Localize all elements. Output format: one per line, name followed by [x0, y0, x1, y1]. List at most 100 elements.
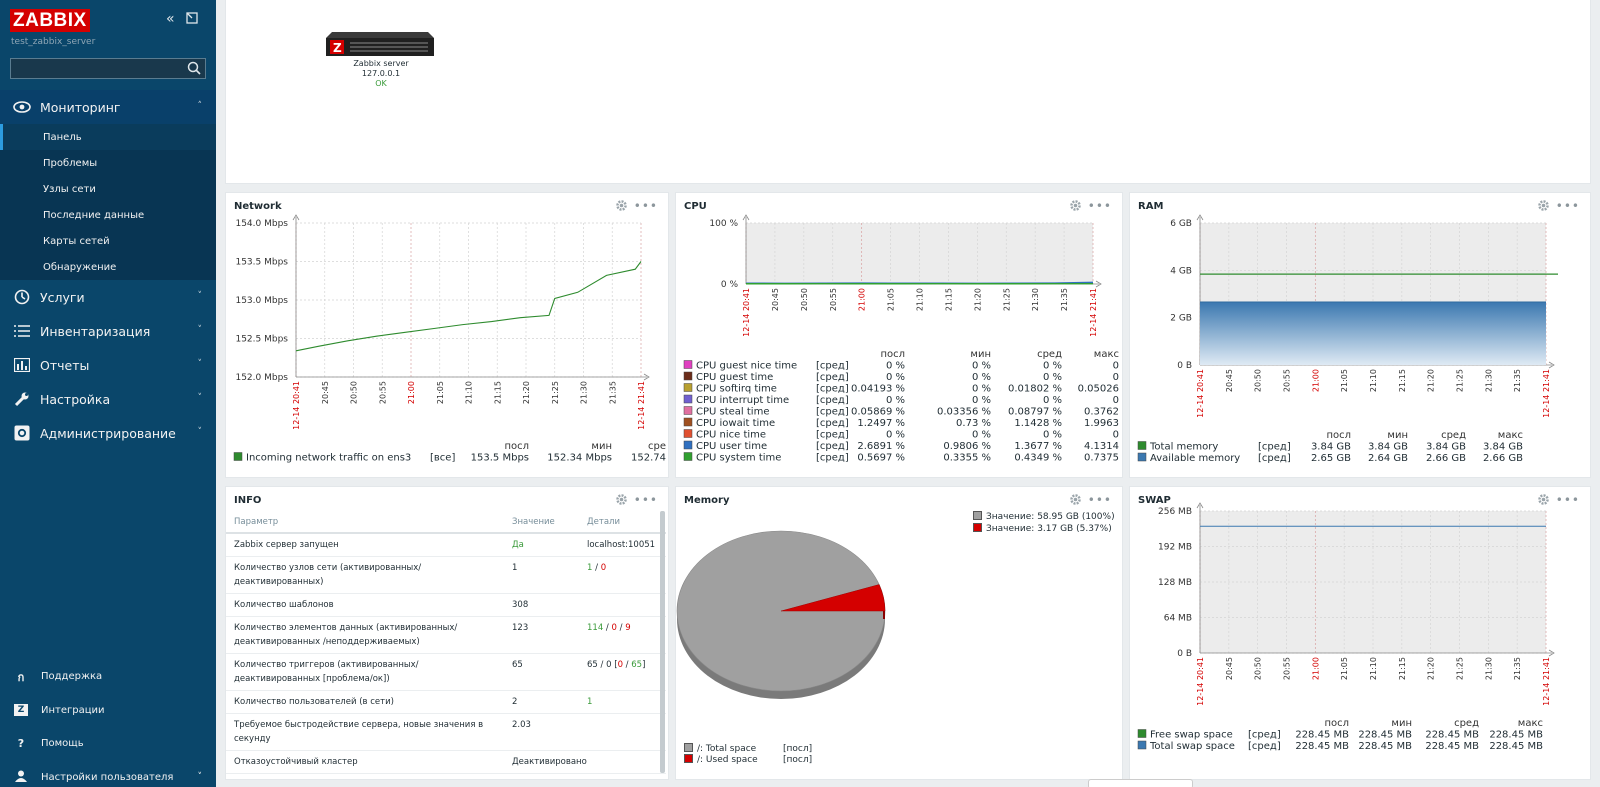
row-details: 1 / 0 [587, 556, 666, 594]
menu-support[interactable]: ก Поддержка [0, 660, 216, 694]
y-tick-label: 0 % [721, 280, 739, 290]
server-icon[interactable]: Z [326, 32, 434, 58]
x-tick-label: 21:35 [1513, 657, 1522, 680]
legend-col-header: макс [1518, 718, 1543, 729]
submenu-latest-data[interactable]: Последние данные [43, 209, 145, 221]
table-row: Отказоустойчивый кластер Деактивировано [226, 750, 666, 774]
row-param: Требуемое быстродействие сервера, новые … [226, 713, 512, 751]
more-icon[interactable]: ••• [1555, 198, 1580, 213]
more-icon[interactable]: ••• [1087, 198, 1112, 213]
legend-name: CPU softirq time [696, 384, 777, 395]
legend-col-header: макс [1094, 349, 1119, 360]
expand-icon[interactable] [186, 12, 198, 27]
gear-icon[interactable] [615, 199, 628, 212]
bottom-handle[interactable] [1088, 779, 1193, 787]
user-icon [14, 770, 28, 785]
x-tick-label: 20:50 [350, 381, 359, 404]
menu-configuration[interactable]: Настройка ˅ [0, 382, 216, 416]
legend-swatch [683, 440, 693, 450]
gear-icon[interactable] [1537, 199, 1550, 212]
y-axis-arrow [742, 214, 750, 221]
menu-help[interactable]: ? Помощь [0, 727, 216, 761]
legend-swatch [683, 394, 693, 404]
x-tick-label: 21:35 [1513, 369, 1522, 392]
list-icon [12, 321, 32, 341]
legend-value: 228.45 MB [1295, 730, 1349, 741]
gear-icon[interactable] [1069, 199, 1082, 212]
y-tick-label: 64 MB [1164, 614, 1192, 624]
headset-icon: ก [17, 670, 25, 684]
menu-administration[interactable]: Администрирование ˅ [0, 416, 216, 450]
menu-monitoring[interactable]: Мониторинг ˄ [0, 90, 216, 124]
swap-widget: SWAP ••• 12-14 20:41 20:45 20:50 20:55 21:00… [1129, 486, 1591, 780]
legend-value: 0.04193 % [851, 384, 905, 395]
x-tick-label: 21:30 [580, 381, 589, 404]
x-tick-label: 21:15 [1398, 657, 1407, 680]
legend-swatch [683, 371, 693, 381]
legend-swatch [683, 429, 693, 438]
submenu-dashboard[interactable]: Панель [0, 124, 216, 150]
x-tick-label: 21:30 [1484, 657, 1493, 680]
legend-name: Free swap space [1150, 730, 1233, 741]
gear-icon[interactable] [615, 493, 628, 506]
cpu-title: CPU [684, 201, 707, 212]
search-input[interactable] [10, 58, 206, 79]
table-header-row: Параметр Значение Детали [226, 511, 666, 534]
x-tick-label: 21:00 [1311, 369, 1320, 392]
table-row: Требуемое быстродействие сервера, новые … [226, 713, 666, 751]
legend-name: CPU nice time [696, 430, 766, 441]
menu-reports[interactable]: Отчеты ˅ [0, 348, 216, 382]
row-param: Количество узлов сети (активированных/де… [226, 556, 512, 594]
table-row: Zabbix сервер запущен Да localhost:10051 [226, 533, 666, 557]
y-tick-label: 0 B [1177, 361, 1192, 371]
gear-icon[interactable] [1537, 493, 1550, 506]
x-tick-label: 12-14 21:41 [1542, 369, 1551, 418]
legend-func: [сред] [816, 418, 849, 429]
double-chevron-left-icon[interactable]: « [166, 11, 175, 27]
menu-services[interactable]: Услуги ˅ [0, 280, 216, 314]
legend-swatch [683, 406, 693, 415]
menu-inventory[interactable]: Инвентаризация ˅ [0, 314, 216, 348]
legend-value: 0 % [886, 372, 905, 383]
x-tick-label: 21:15 [1398, 369, 1407, 392]
x-tick-label: 21:00 [1311, 657, 1320, 680]
legend-name: Total memory [1149, 442, 1218, 453]
menu-user-settings[interactable]: Настройки пользователя ˅ [0, 761, 216, 787]
row-value: 308 [512, 593, 587, 617]
more-icon[interactable]: ••• [633, 198, 658, 213]
more-icon[interactable]: ••• [1087, 492, 1112, 507]
gear-icon[interactable] [1069, 493, 1082, 506]
chevron-down-icon: ˅ [197, 427, 203, 437]
more-icon[interactable]: ••• [633, 492, 658, 507]
submenu-problems[interactable]: Проблемы [43, 157, 98, 169]
legend-col-header: мин [970, 349, 991, 360]
row-param: Количество триггеров (активированных/деа… [226, 653, 512, 691]
memory-title: Memory [684, 495, 730, 506]
table-row: Количество шаблонов 308 [226, 593, 666, 617]
x-tick-label: 20:50 [1254, 657, 1263, 680]
x-tick-label: 21:30 [1031, 288, 1040, 311]
submenu-maps[interactable]: Карты сетей [43, 235, 110, 247]
legend-value: 153.5 Mbps [471, 453, 529, 464]
info-scrollbar[interactable] [660, 511, 665, 773]
memory-widget: Memory ••• Значение: 58.95 GB (100%) Зна… [675, 486, 1123, 780]
legend-col-header: сред [1441, 430, 1466, 441]
more-icon[interactable]: ••• [1555, 492, 1580, 507]
submenu-hosts[interactable]: Узлы сети [43, 183, 96, 195]
legend-name: CPU steal time [696, 407, 769, 418]
zabbix-logo[interactable]: ZABBIX [10, 9, 90, 32]
search-icon[interactable] [186, 60, 202, 76]
available-memory-area [1200, 302, 1546, 365]
menu-integrations[interactable]: Z Интеграции [0, 694, 216, 728]
x-tick-label: 21:05 [887, 288, 896, 311]
legend-value: 0 % [972, 395, 991, 406]
legend-value: 0.08797 % [1008, 407, 1062, 418]
submenu-discovery[interactable]: Обнаружение [43, 261, 117, 273]
y-tick-label: 4 GB [1170, 266, 1192, 276]
y-tick-label: 0 B [1177, 649, 1192, 659]
menu-reports-label: Отчеты [40, 357, 90, 373]
menu-integrations-label: Интеграции [41, 704, 105, 716]
legend-value: 0 % [886, 361, 905, 372]
legend-col-header: сред [1454, 718, 1479, 729]
x-tick-label: 21:10 [916, 288, 925, 311]
